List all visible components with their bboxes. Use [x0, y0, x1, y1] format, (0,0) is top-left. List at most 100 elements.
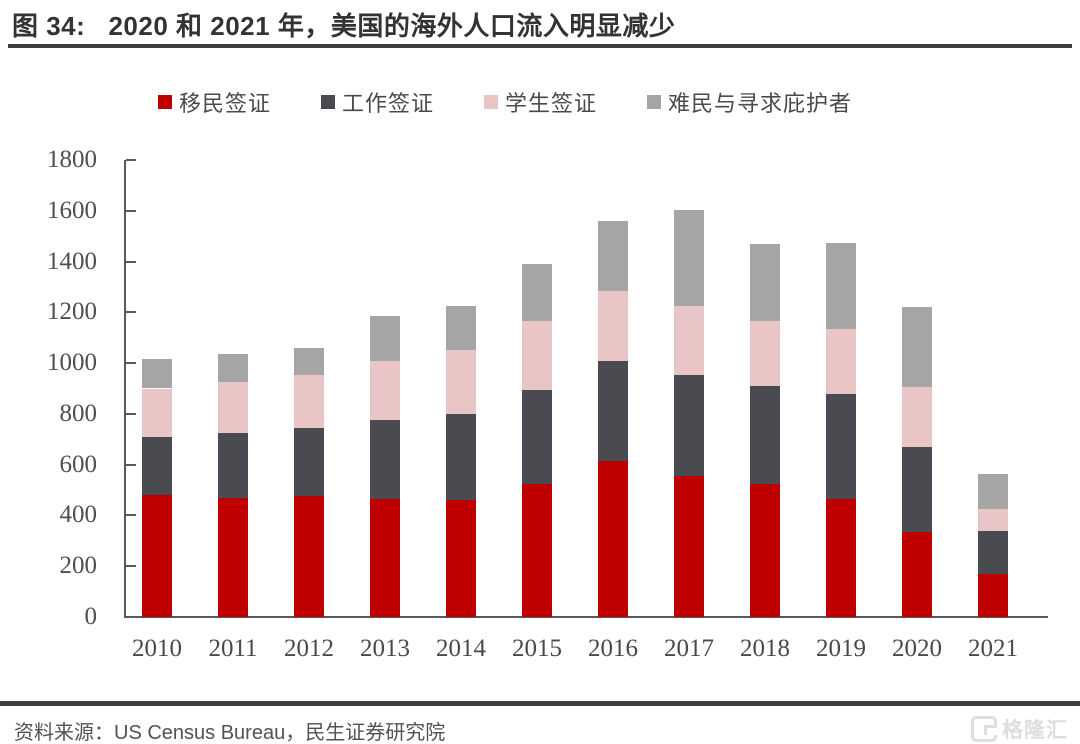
gelonghui-logo-icon	[971, 716, 997, 742]
bar-segment-2016-0	[598, 460, 628, 617]
bar-segment-2010-2	[142, 388, 172, 437]
legend-swatch-icon	[647, 95, 662, 109]
bar-segment-2017-0	[674, 476, 704, 617]
bar-segment-2010-1	[142, 436, 172, 496]
bar-segment-2013-1	[370, 420, 400, 499]
bar-segment-2014-1	[446, 413, 476, 501]
figure-title: 图 34: 2020 和 2021 年，美国的海外人口流入明显减少	[12, 11, 676, 41]
bar-segment-2019-0	[826, 498, 856, 617]
y-axis-tick	[126, 514, 136, 517]
bar-segment-2010-3	[142, 359, 172, 389]
legend-label: 移民签证	[179, 91, 272, 116]
bar-segment-2018-1	[750, 385, 780, 484]
gelonghui-logo: 格隆汇	[971, 714, 1068, 744]
bar-segment-2018-0	[750, 483, 780, 617]
bar-segment-2015-2	[522, 321, 552, 390]
y-axis-tick-label: 600	[59, 450, 98, 478]
y-axis-line	[124, 160, 126, 617]
bar-segment-2012-0	[294, 496, 324, 617]
bar-segment-2011-2	[218, 382, 248, 433]
bar-segment-2021-1	[978, 530, 1008, 574]
legend-label: 学生签证	[505, 91, 598, 116]
x-axis-tick-label: 2021	[968, 635, 1018, 662]
data-source-text: 资料来源：US Census Bureau，民生证券研究院	[14, 722, 446, 744]
bar-segment-2015-0	[522, 483, 552, 617]
bar-segment-2011-3	[218, 354, 248, 383]
x-axis-tick-label: 2012	[284, 635, 334, 662]
x-axis-tick-label: 2013	[360, 635, 410, 662]
bar-segment-2017-1	[674, 374, 704, 477]
legend-item-1: 工作签证	[321, 86, 434, 118]
legend-label: 难民与寻求庇护者	[668, 91, 853, 116]
x-axis-tick-label: 2016	[588, 635, 638, 662]
bar-segment-2016-2	[598, 290, 628, 361]
bar-segment-2014-2	[446, 350, 476, 414]
y-axis-tick-label: 0	[84, 603, 98, 630]
y-axis-tick	[126, 362, 136, 365]
y-axis-tick	[126, 159, 136, 161]
x-axis-tick-label: 2019	[816, 635, 866, 662]
legend-swatch-icon	[321, 95, 336, 109]
bar-segment-2014-0	[446, 500, 476, 617]
y-axis-tick	[126, 311, 136, 314]
y-axis-tick	[126, 260, 136, 263]
bar-segment-2020-3	[902, 307, 932, 388]
y-axis-tick-label: 1000	[47, 349, 97, 377]
y-axis-tick	[126, 412, 136, 415]
bar-segment-2011-0	[218, 497, 248, 617]
bar-segment-2016-3	[598, 220, 628, 291]
bar-segment-2017-2	[674, 305, 704, 375]
footer-divider	[0, 701, 1080, 706]
bar-segment-2011-1	[218, 432, 248, 498]
x-axis-tick-label: 2017	[664, 635, 714, 662]
bar-segment-2019-1	[826, 393, 856, 499]
gelonghui-logo-text: 格隆汇	[1002, 719, 1068, 742]
y-axis-tick-label: 1600	[47, 196, 97, 224]
bar-segment-2013-3	[370, 316, 400, 361]
title-divider	[8, 44, 1072, 48]
y-axis-tick-label: 1400	[47, 247, 97, 275]
x-axis-tick-label: 2015	[512, 635, 562, 662]
chart-legend: 移民签证 工作签证 学生签证 难民与寻求庇护者	[158, 86, 902, 118]
bar-segment-2017-3	[674, 209, 704, 306]
bar-segment-2015-3	[522, 264, 552, 322]
legend-item-2: 学生签证	[484, 86, 597, 118]
bar-segment-2012-2	[294, 374, 324, 428]
bar-segment-2013-2	[370, 360, 400, 421]
y-axis-tick	[126, 463, 136, 466]
bar-segment-2021-0	[978, 573, 1008, 617]
x-axis-tick-label: 2018	[740, 635, 790, 662]
legend-label: 工作签证	[342, 91, 435, 116]
y-axis-tick	[126, 209, 136, 212]
y-axis-tick-label: 1200	[47, 298, 97, 326]
x-axis-tick-label: 2020	[892, 635, 942, 662]
bar-segment-2020-2	[902, 387, 932, 447]
bar-segment-2018-3	[750, 243, 780, 322]
bar-segment-2020-1	[902, 446, 932, 532]
bar-segment-2019-3	[826, 242, 856, 329]
x-axis-line	[124, 616, 1048, 618]
bar-segment-2012-3	[294, 347, 324, 375]
bar-segment-2010-0	[142, 495, 172, 617]
bar-segment-2012-1	[294, 427, 324, 497]
x-axis-tick-label: 2014	[436, 635, 486, 662]
bar-segment-2018-2	[750, 321, 780, 386]
legend-item-3: 难民与寻求庇护者	[647, 86, 852, 118]
y-axis-tick-label: 400	[59, 501, 98, 529]
y-axis-tick-label: 800	[59, 399, 98, 427]
legend-item-0: 移民签证	[158, 86, 271, 118]
y-axis-tick	[126, 565, 136, 568]
bar-segment-2019-2	[826, 328, 856, 394]
x-axis-tick-label: 2010	[132, 635, 182, 662]
bar-segment-2013-0	[370, 498, 400, 617]
bar-segment-2015-1	[522, 389, 552, 484]
bar-segment-2021-2	[978, 509, 1008, 531]
bar-segment-2014-3	[446, 305, 476, 351]
bar-segment-2016-1	[598, 360, 628, 461]
y-axis-tick-label: 200	[59, 552, 98, 580]
legend-swatch-icon	[484, 95, 499, 109]
x-axis-tick-label: 2011	[208, 635, 258, 662]
legend-swatch-icon	[158, 95, 172, 109]
